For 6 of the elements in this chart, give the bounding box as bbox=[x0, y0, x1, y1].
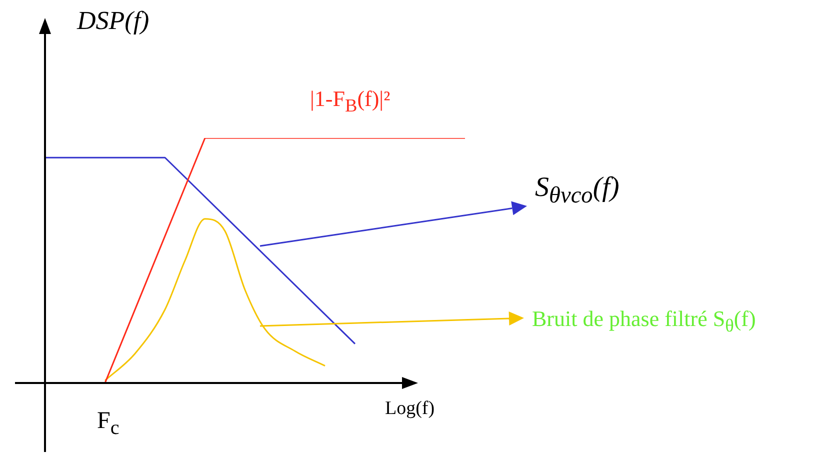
x-axis-title: Log(f) bbox=[385, 398, 435, 420]
y-axis-title: DSP(f) bbox=[77, 6, 150, 36]
text: F$_{c}$ bbox=[97, 408, 120, 440]
series-label: |1-F$_{B}$(f)|² bbox=[310, 86, 390, 116]
legend-label: Bruit de phase filtré S$_{θ}$(f) bbox=[532, 306, 756, 336]
legend-label: S$_{θvco}$(f) bbox=[535, 172, 620, 210]
